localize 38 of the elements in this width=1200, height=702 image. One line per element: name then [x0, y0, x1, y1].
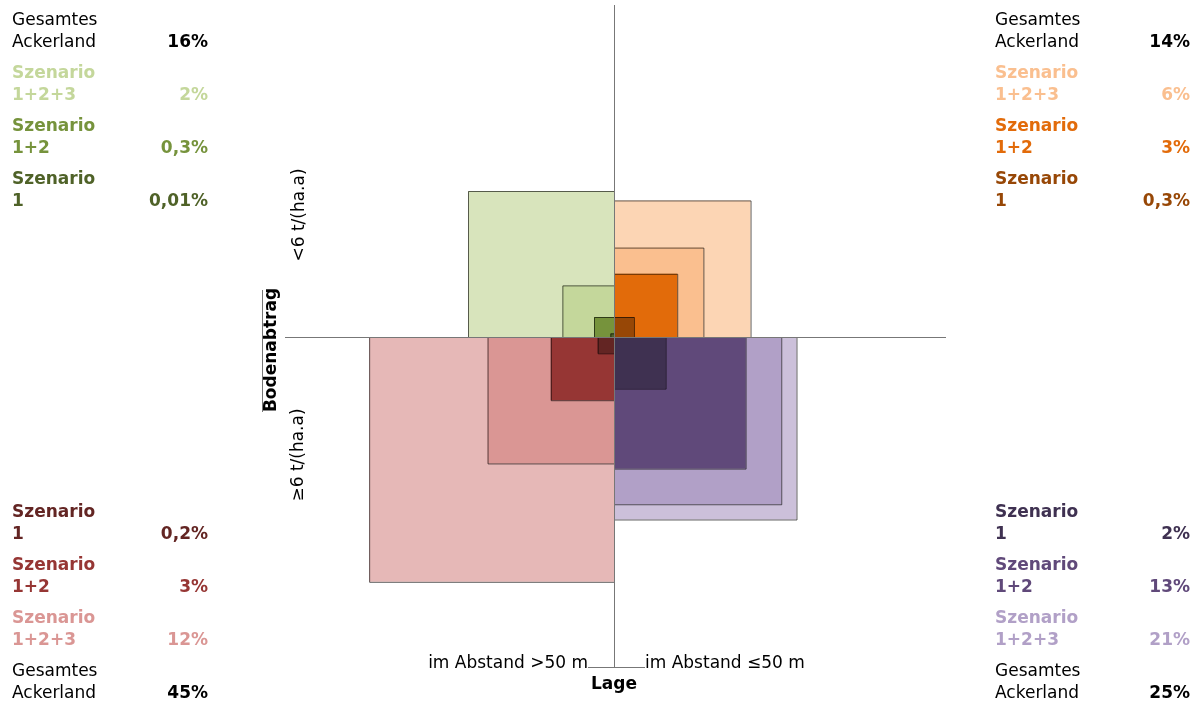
category-label: im Abstand ≤50 m [645, 652, 805, 672]
text: Gesamtes Ackerland [12, 9, 98, 51]
text: Bodenabtrag [260, 287, 280, 413]
data-label: 2% [179, 84, 208, 104]
data-label: 16% [167, 31, 208, 51]
text: Szenario 1 [995, 501, 1079, 543]
category-label: im Abstand >50 m [428, 652, 588, 672]
data-label: 13% [1149, 576, 1190, 596]
text: Gesamtes Ackerland [12, 660, 98, 702]
category-label: ≥6 t/(ha.a) [287, 408, 307, 502]
data-label: 3% [179, 576, 208, 596]
data-label: 21% [1149, 629, 1190, 649]
text: Szenario 1+2 [12, 554, 96, 596]
text: Szenario 1+2+3 [995, 62, 1079, 104]
text: Szenario 1+2+3 [995, 607, 1079, 649]
text: Szenario 1 [12, 168, 96, 210]
category-label: <6 t/(ha.a) [288, 168, 308, 262]
text: Szenario 1+2 [12, 115, 96, 157]
data-label: 6% [1161, 84, 1190, 104]
data-label: 12% [167, 629, 208, 649]
text: Lage [590, 673, 638, 693]
text: Szenario 1 [12, 501, 96, 543]
data-label: 0,01% [149, 190, 208, 210]
data-label: 0,3% [160, 137, 208, 157]
data-label: 45% [167, 682, 208, 702]
text: Gesamtes Ackerland [995, 9, 1081, 51]
data-label: 0,2% [160, 523, 208, 543]
text: Szenario 1 [995, 168, 1079, 210]
text: Gesamtes Ackerland [995, 660, 1081, 702]
text: Szenario 1+2+3 [12, 607, 96, 649]
data-label: 2% [1161, 523, 1190, 543]
data-label: 14% [1149, 31, 1190, 51]
data-label: 3% [1161, 137, 1190, 157]
text: Szenario 1+2+3 [12, 62, 96, 104]
data-label: 25% [1149, 682, 1190, 702]
data-label: 0,3% [1142, 190, 1190, 210]
text: Szenario 1+2 [995, 554, 1079, 596]
text: Szenario 1+2 [995, 115, 1079, 157]
